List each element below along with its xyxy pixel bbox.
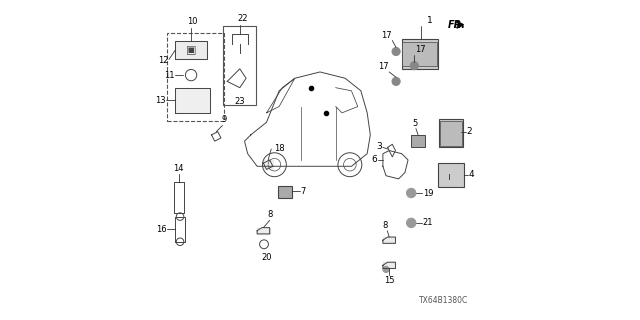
Text: 13: 13 bbox=[155, 96, 165, 105]
Text: 6: 6 bbox=[372, 156, 378, 164]
Text: 9: 9 bbox=[221, 115, 227, 124]
Circle shape bbox=[392, 47, 400, 56]
Bar bbox=[440, 121, 462, 146]
Bar bbox=[438, 163, 464, 187]
Bar bbox=[402, 39, 438, 69]
Text: 23: 23 bbox=[234, 97, 245, 106]
Text: 3: 3 bbox=[376, 142, 382, 151]
Text: 20: 20 bbox=[261, 253, 272, 262]
Text: 12: 12 bbox=[158, 56, 168, 66]
Bar bbox=[278, 186, 292, 198]
Circle shape bbox=[392, 77, 400, 85]
Text: 8: 8 bbox=[382, 221, 387, 230]
Text: 17: 17 bbox=[378, 62, 388, 71]
Bar bbox=[403, 42, 437, 66]
Bar bbox=[411, 135, 426, 148]
Text: 21: 21 bbox=[423, 218, 433, 228]
Circle shape bbox=[406, 218, 416, 228]
Circle shape bbox=[383, 266, 389, 273]
Text: 10: 10 bbox=[188, 17, 198, 26]
Text: 1: 1 bbox=[427, 16, 433, 25]
Text: 22: 22 bbox=[237, 14, 248, 23]
Text: 11: 11 bbox=[164, 71, 175, 80]
Text: 8: 8 bbox=[267, 210, 273, 219]
Text: ▣: ▣ bbox=[186, 45, 196, 55]
Text: FR.: FR. bbox=[447, 20, 465, 30]
Circle shape bbox=[406, 188, 416, 198]
Text: 16: 16 bbox=[156, 225, 167, 234]
Text: 18: 18 bbox=[275, 144, 285, 153]
Text: 17: 17 bbox=[381, 31, 392, 40]
Bar bbox=[440, 119, 463, 148]
Text: 14: 14 bbox=[173, 164, 183, 173]
Text: 2: 2 bbox=[467, 127, 472, 136]
Text: 17: 17 bbox=[415, 45, 426, 54]
Text: 15: 15 bbox=[384, 276, 394, 285]
Text: 4: 4 bbox=[468, 170, 474, 179]
Text: TX64B1380C: TX64B1380C bbox=[419, 296, 468, 305]
Circle shape bbox=[410, 61, 419, 70]
Text: 5: 5 bbox=[413, 119, 418, 128]
Text: 7: 7 bbox=[300, 187, 305, 196]
Text: 19: 19 bbox=[423, 188, 433, 197]
